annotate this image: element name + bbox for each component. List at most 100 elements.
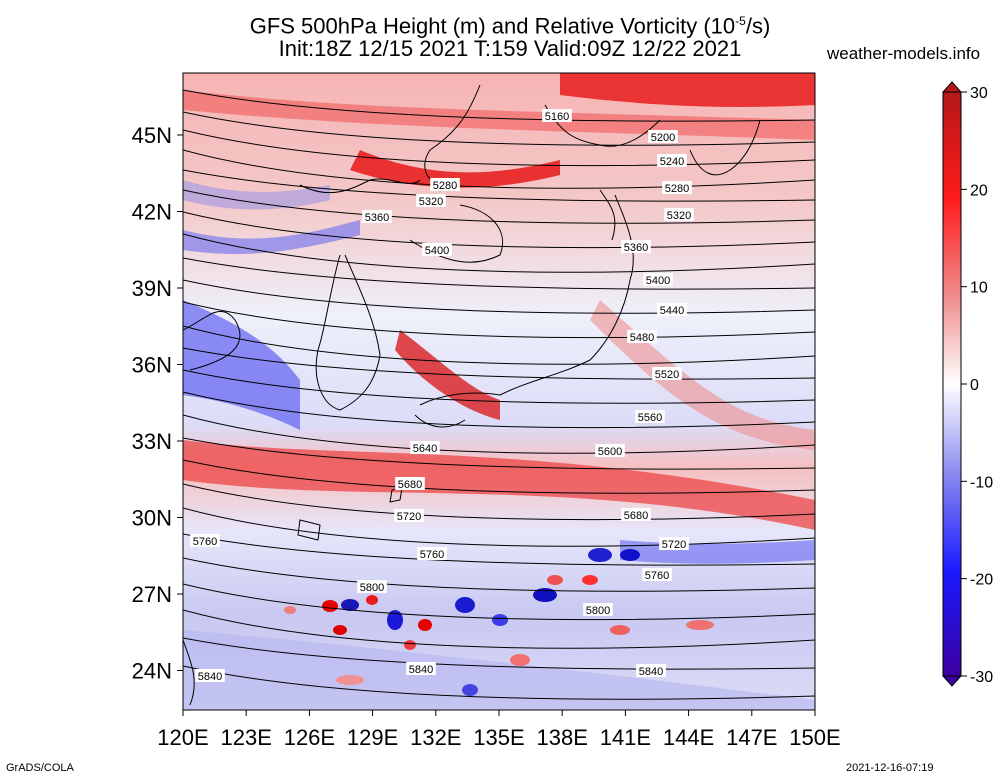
contour-line	[183, 111, 815, 146]
contour-line	[183, 391, 815, 429]
footer-credit: GrADS/COLA	[6, 762, 74, 774]
contour-label: 5320	[416, 194, 446, 208]
lon-label: 138E	[537, 725, 588, 750]
contour-line	[183, 301, 815, 339]
contour-line	[183, 583, 815, 621]
contour-label: 5560	[635, 410, 665, 424]
contour-label-box	[195, 669, 225, 682]
contour-label-box	[642, 568, 672, 581]
contour-line	[183, 189, 815, 224]
footer-timestamp: 2021-12-16-07:19	[846, 762, 934, 774]
contour-label: 5640	[410, 441, 440, 455]
contour-label: 5840	[636, 664, 666, 678]
contour-label-text: 5400	[646, 275, 670, 287]
contour-label-box	[621, 508, 651, 521]
colorbar-max-arrow	[941, 81, 963, 93]
lat-label: 42N	[132, 200, 172, 225]
contour-label: 5400	[422, 243, 452, 257]
contour-label-text: 5680	[398, 479, 422, 491]
colorbar-label: -10	[970, 474, 993, 491]
contour-line	[183, 459, 815, 494]
contour-label-text: 5840	[409, 664, 433, 676]
contour-label: 5320	[664, 208, 694, 222]
colorbar-scale	[942, 91, 962, 677]
lon-label: 147E	[726, 725, 777, 750]
contour-label-text: 5480	[630, 332, 654, 344]
lon-label: 120E	[157, 725, 208, 750]
contour-label-box	[394, 509, 424, 522]
contour-label-box	[422, 243, 452, 256]
contour-line	[183, 609, 815, 649]
contour-label-box	[357, 580, 387, 593]
contour-label-box	[636, 664, 666, 677]
contour-label-box	[362, 210, 392, 223]
contour-label-text: 5800	[360, 582, 384, 594]
contour-line	[183, 169, 815, 202]
contour-line	[183, 347, 815, 380]
contour-label-text: 5320	[419, 196, 443, 208]
lon-label: 129E	[347, 725, 398, 750]
contour-label: 5440	[657, 303, 687, 317]
contour-label: 5840	[406, 662, 436, 676]
contour-label-box	[417, 547, 447, 560]
contour-line	[183, 257, 815, 290]
lat-label: 36N	[132, 353, 172, 378]
contour-label-text: 5560	[638, 412, 662, 424]
contour-label: 5680	[395, 477, 425, 491]
colorbar-label: 10	[970, 280, 988, 297]
contour-label-box	[395, 477, 425, 490]
contour-line	[183, 533, 815, 566]
contour-label-text: 5680	[624, 510, 648, 522]
contour-line	[183, 507, 815, 547]
contour-line	[183, 279, 815, 314]
lat-label: 30N	[132, 506, 172, 531]
contour-label-box	[583, 603, 613, 616]
lon-label: 132E	[410, 725, 461, 750]
contour-label-text: 5840	[639, 666, 663, 678]
contour-label-text: 5320	[667, 210, 691, 222]
contour-label-text: 5360	[365, 212, 389, 224]
contour-label: 5520	[652, 367, 682, 381]
contour-label-text: 5760	[645, 570, 669, 582]
contour-label-box	[542, 109, 572, 122]
height-contours	[183, 89, 815, 700]
lat-label: 45N	[132, 123, 172, 148]
contour-label-box	[416, 194, 446, 207]
contour-label-box	[595, 444, 625, 457]
contour-label-box	[635, 410, 665, 423]
colorbar: 30 20 10 0 -10 -20 -30	[941, 81, 993, 687]
contour-label: 5400	[643, 273, 673, 287]
lon-label: 141E	[600, 725, 651, 750]
contour-label-text: 5240	[660, 156, 684, 168]
lat-label: 33N	[132, 429, 172, 454]
lon-label: 123E	[221, 725, 272, 750]
contour-label-box	[664, 208, 694, 221]
contour-label-box	[657, 154, 687, 167]
contour-label-box	[627, 330, 657, 343]
contour-label-text: 5600	[598, 446, 622, 458]
contour-label-text: 5800	[586, 605, 610, 617]
colorbar-label: 0	[970, 377, 979, 394]
contour-labels: 5160 5200 5240 5280 5280 5320 5320 5360 5360 5400…	[190, 109, 694, 683]
contour-line	[183, 325, 815, 365]
longitude-axis: 120E 123E 126E 129E 132E 135E 138E 141E 144E 147E…	[157, 710, 841, 750]
colorbar-min-arrow	[941, 675, 963, 687]
lon-label: 144E	[663, 725, 714, 750]
contour-label-text: 5360	[624, 242, 648, 254]
lat-label: 27N	[132, 582, 172, 607]
contour-label-text: 5200	[651, 132, 675, 144]
contour-label-text: 5640	[413, 443, 437, 455]
latitude-axis: 45N 42N 39N 36N 33N 30N 27N 24N	[132, 123, 183, 684]
colorbar-label: 30	[970, 85, 988, 102]
contour-label: 5720	[394, 509, 424, 523]
contour-line	[183, 211, 815, 249]
contour-label-text: 5280	[433, 180, 457, 192]
contour-label: 5360	[621, 240, 651, 254]
contour-label-text: 5520	[655, 369, 679, 381]
colorbar-label: -20	[970, 572, 993, 589]
contour-label: 5600	[595, 444, 625, 458]
contour-label: 5800	[583, 603, 613, 617]
contour-label-text: 5720	[662, 539, 686, 551]
contour-label: 5280	[430, 178, 460, 192]
